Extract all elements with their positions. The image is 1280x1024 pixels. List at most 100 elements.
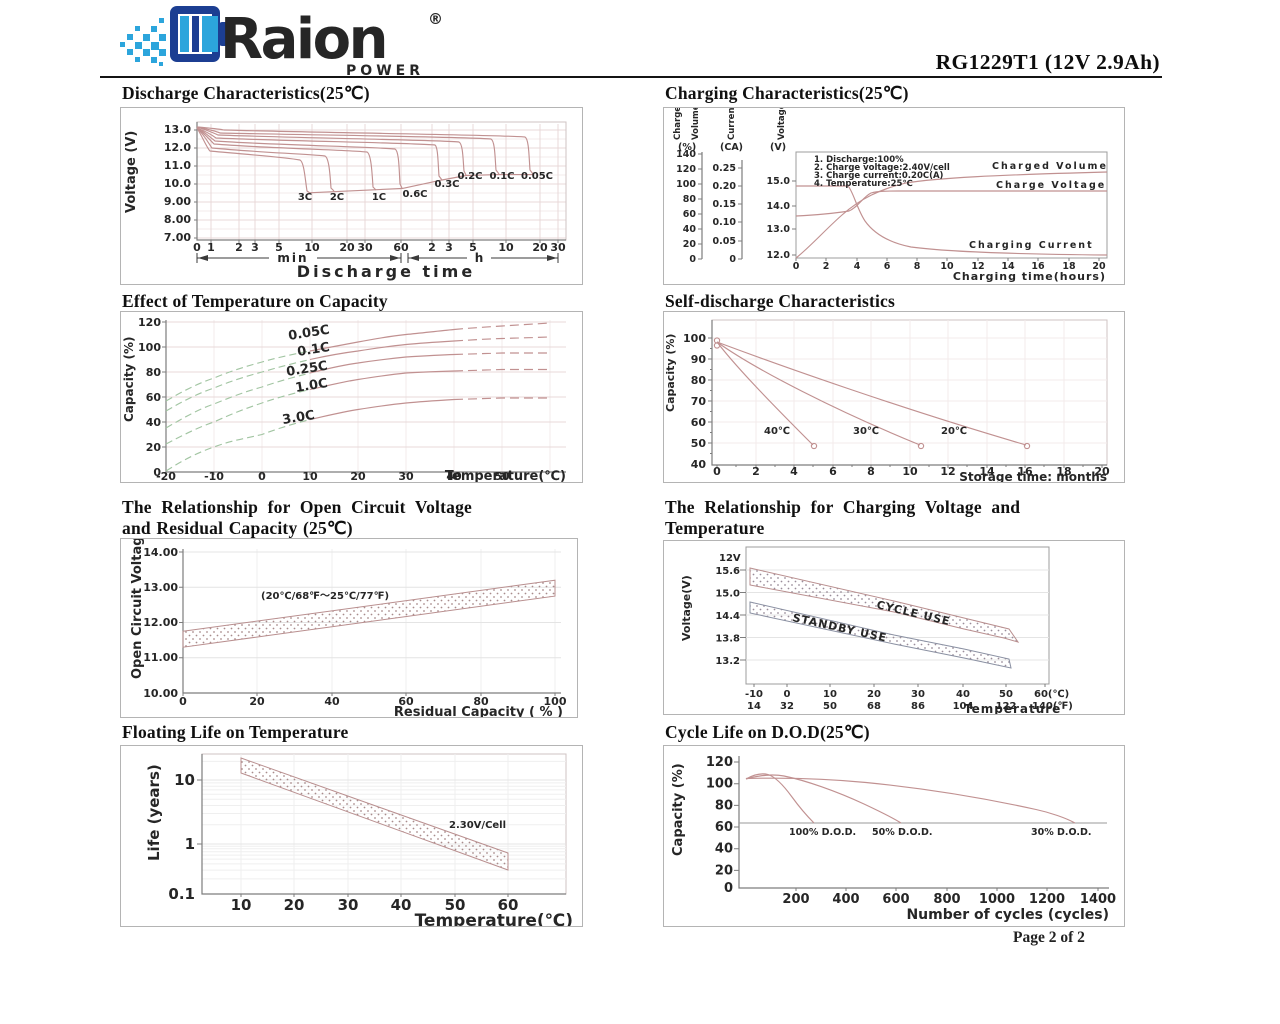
page-number: Page 2 of 2 xyxy=(1013,929,1085,946)
note-line: 2. Charge voltage:2.40V/cell xyxy=(814,163,950,173)
self-discharge-curves xyxy=(713,337,1031,450)
curve-label: 40℃ xyxy=(764,426,790,437)
title-ocv-line2: and Residual Capacity (25℃) xyxy=(122,517,353,538)
axis1-tick: 80 xyxy=(683,194,697,205)
curve-label: 1.0C xyxy=(294,376,329,396)
x-tick: 400 xyxy=(832,892,859,907)
cell-voltage-annotation: 2.30V/Cell xyxy=(449,820,506,831)
y-tick: 100 xyxy=(683,332,706,345)
y-axis-label: Open Circuit Voltage (V) xyxy=(130,539,145,679)
x-tick-fahrenheit: 86 xyxy=(911,701,925,712)
axis1-label: Charged xyxy=(673,108,683,140)
x-tick-celsius: 60(℃) xyxy=(1034,689,1069,700)
curve-label: 100% D.O.D. xyxy=(789,827,856,838)
y-tick: 0 xyxy=(153,466,161,479)
y-tick: 100 xyxy=(138,341,161,354)
curve-label: 50% D.O.D. xyxy=(872,827,933,838)
temp-capacity-chart: 0.05C 0.1C 0.25C 1.0C 3.0C 120 100 80 60… xyxy=(122,316,566,484)
y-tick: 60 xyxy=(146,391,162,404)
y-tick: 11.0 xyxy=(164,159,191,172)
curve-label: 1C xyxy=(372,192,386,203)
unit-min-label: min xyxy=(277,251,308,265)
x-tick-fahrenheit: 14 xyxy=(747,701,761,712)
x-tick: 10 xyxy=(302,470,318,482)
x-axis-label: Temperature(℃) xyxy=(445,469,566,482)
title-cycle-life: Cycle Life on D.O.D(25℃) xyxy=(665,722,870,742)
y-tick: 70 xyxy=(691,395,707,408)
x-tick: 10 xyxy=(304,241,320,254)
curve-label: 0.3C xyxy=(434,179,459,190)
x-tick-celsius: 0 xyxy=(784,689,791,700)
axis1-label2: Volume xyxy=(691,108,701,140)
curve-label: 2C xyxy=(330,192,344,203)
x-tick: 6 xyxy=(829,465,837,478)
float-life-band xyxy=(240,757,509,871)
band-label-standby-use: STANDBY USE xyxy=(791,611,888,644)
y-tick: 20 xyxy=(715,863,733,878)
x-tick-celsius: -10 xyxy=(745,689,763,700)
y-tick: 90 xyxy=(691,353,707,366)
axis1-tick: 100 xyxy=(676,179,696,190)
axis1-tick: 40 xyxy=(683,224,697,235)
x-tick: 60 xyxy=(498,896,519,914)
charging-chart-panel: Charged Volume (%) 140 120 100 80 60 40 … xyxy=(663,100,1125,285)
x-tick: 1200 xyxy=(1029,892,1065,907)
axis2-tick: 0.20 xyxy=(713,181,737,192)
cycle-life-curves xyxy=(745,773,1076,824)
axis2-tick: 0.25 xyxy=(713,163,736,174)
x-axis-label: Charging time(hours) xyxy=(953,270,1106,283)
x-tick: 16 xyxy=(1017,465,1033,478)
title-discharge: Discharge Characteristics(25℃) xyxy=(122,83,370,103)
x-tick: 20 xyxy=(249,695,265,708)
x-tick: 800 xyxy=(933,892,960,907)
x-tick: 10 xyxy=(498,241,514,254)
x-tick: 0 xyxy=(793,261,800,272)
x-tick: 14 xyxy=(979,465,995,478)
x-tick: 80 xyxy=(473,695,489,708)
x-tick: 8 xyxy=(867,465,875,478)
self-discharge-chart: 100 90 80 70 60 50 40 40℃ 30℃ 20℃ 0 2 4 … xyxy=(664,319,1110,484)
x-tick: 8 xyxy=(914,261,921,272)
x-tick: 2 xyxy=(235,241,243,254)
title-ocv-line1: The Relationship for Open Circuit Voltag… xyxy=(122,497,473,517)
brand-sub-wordmark: POWER xyxy=(346,63,424,79)
y-tick: 120 xyxy=(706,755,733,770)
axis2-label: Current xyxy=(727,108,737,140)
x-tick: 10 xyxy=(940,261,954,272)
y-tick: 13.2 xyxy=(715,656,740,667)
x-tick-fahrenheit: 104 xyxy=(953,701,974,712)
title-temp-capacity: Effect of Temperature on Capacity xyxy=(122,291,388,311)
temp-capacity-curves xyxy=(165,322,551,472)
cvt-chart: 12V 15.6 15.0 14.4 13.8 13.2 CYCLE USE S… xyxy=(680,546,1073,716)
axis2-tick: 0.15 xyxy=(713,199,736,210)
axis3-tick: 12.0 xyxy=(767,250,791,261)
x-tick: 1000 xyxy=(979,892,1015,907)
y-tick: 11.00 xyxy=(143,651,178,664)
y-tick: 10 xyxy=(174,771,195,789)
title-self-discharge: Self-discharge Characteristics xyxy=(665,291,896,311)
y-tick: 7.00 xyxy=(164,231,191,244)
axis3-tick: 15.0 xyxy=(767,176,791,187)
x-tick: 0 xyxy=(258,470,266,482)
x-axis-label: Discharge time xyxy=(297,262,475,281)
title-charging: Charging Characteristics(25℃) xyxy=(665,83,909,103)
x-tick: 1400 xyxy=(1080,892,1116,907)
standby-use-band xyxy=(749,601,1012,669)
x-tick: 200 xyxy=(782,892,809,907)
x-tick: 1 xyxy=(207,241,215,254)
x-tick: 60 xyxy=(398,695,414,708)
x-tick: 10 xyxy=(231,896,252,914)
axis3-tick: 13.0 xyxy=(767,224,791,235)
curve-label: 0.05C xyxy=(521,171,553,182)
y-tick: 14.4 xyxy=(715,611,740,622)
ocv-chart-panel: (20℃/68℉～25℃/77℉) 14.00 13.00 12.00 11.0… xyxy=(120,501,578,720)
y-tick: 15.6 xyxy=(715,566,740,577)
title-cvt: The Relationship for Charging Voltage an… xyxy=(665,497,1135,538)
y-tick: 8.00 xyxy=(164,213,191,226)
y-tick: 14.00 xyxy=(143,546,178,559)
x-tick: 2 xyxy=(823,261,830,272)
curve-label: 3.0C xyxy=(281,408,316,428)
x-tick: 20 xyxy=(1094,465,1110,478)
x-tick: 100 xyxy=(544,695,567,708)
x-tick: 40 xyxy=(391,896,412,914)
